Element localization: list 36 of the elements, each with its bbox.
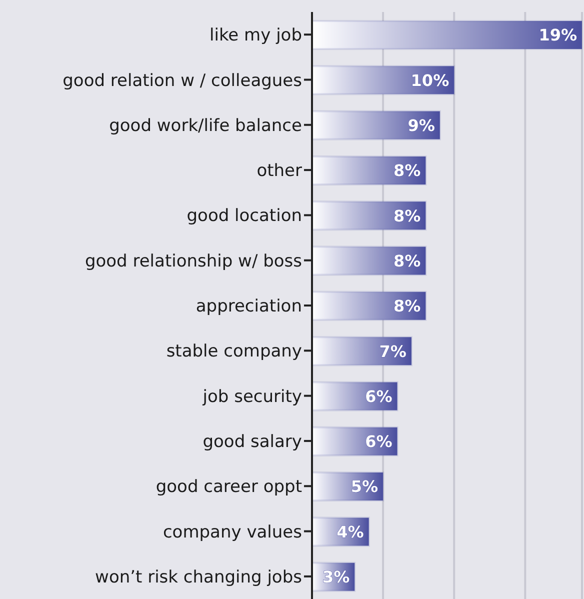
bar (312, 155, 427, 186)
data-label: 4% (336, 522, 364, 542)
y-tick-label: good career oppt (156, 477, 302, 498)
bar (312, 426, 398, 456)
y-tick-label: good salary (202, 432, 302, 452)
data-label: 19% (538, 26, 577, 45)
data-label: 8% (394, 296, 421, 316)
data-label: 8% (394, 161, 421, 180)
y-tick-label: other (256, 161, 302, 182)
y-tick-label: good relation w / colleagues (62, 70, 302, 91)
bar (312, 200, 427, 231)
bar (312, 65, 456, 96)
y-tick-label: good relationship w/ boss (84, 251, 302, 272)
data-label: 7% (379, 342, 406, 361)
y-tick-label: job security (202, 386, 302, 407)
data-label: 5% (350, 477, 378, 496)
y-tick-label: appreciation (196, 296, 302, 317)
y-tick-label: good location (186, 206, 302, 226)
data-label: 8% (394, 206, 421, 226)
data-label: 6% (365, 386, 392, 406)
data-label: 8% (394, 251, 421, 270)
y-tick-label: stable company (166, 342, 302, 362)
bar (312, 20, 582, 50)
bar (312, 336, 412, 366)
y-tick-label: good work/life balance (109, 116, 302, 136)
data-label: 10% (410, 70, 450, 90)
y-tick-label: company values (162, 522, 302, 542)
bar (312, 290, 427, 321)
data-label: 9% (408, 116, 435, 135)
bar (312, 110, 441, 140)
data-label: 3% (322, 568, 350, 587)
bar (312, 246, 427, 276)
y-tick-label: like my job (210, 26, 302, 46)
bar (312, 381, 398, 412)
y-tick-label: won’t risk changing jobs (95, 567, 302, 588)
data-label: 6% (365, 432, 392, 452)
